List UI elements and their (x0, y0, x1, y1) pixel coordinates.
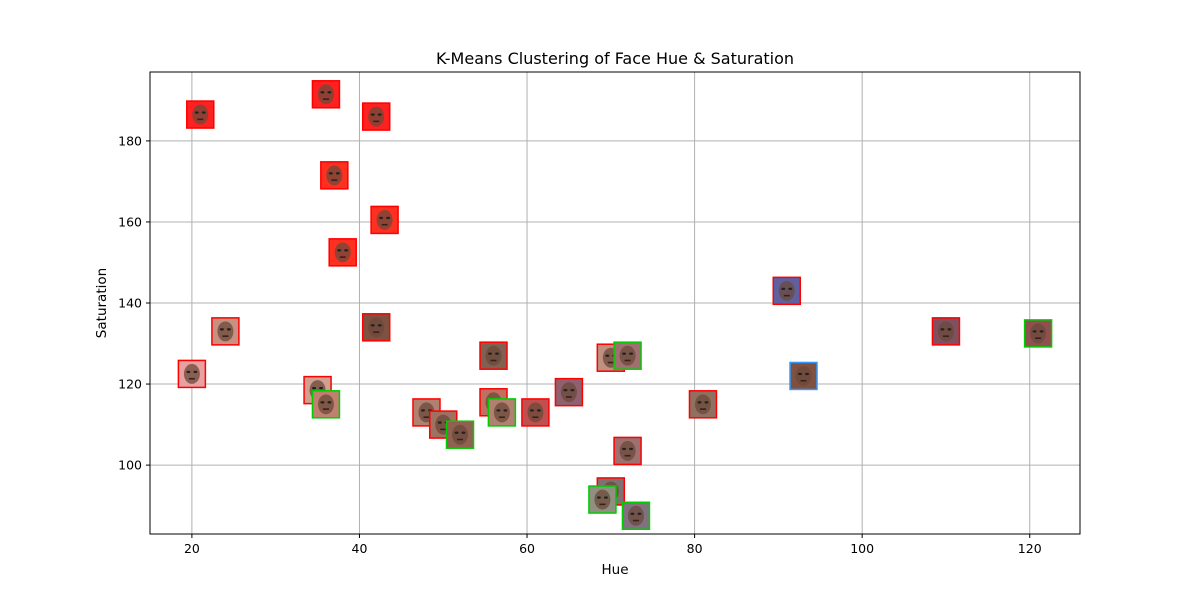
face-thumbnail-point (621, 501, 651, 531)
y-axis-label: Saturation (94, 268, 110, 338)
face-thumbnail-point (613, 341, 642, 370)
face-thumbnail-point (554, 377, 584, 407)
axis-ticks: 20 40 60 80 100 120 100 120 140 160 180 (118, 133, 1042, 556)
face-thumbnail-point (789, 361, 818, 391)
face-markers (177, 80, 1053, 531)
y-tick-label: 120 (118, 377, 142, 392)
face-thumbnail-point (445, 420, 475, 449)
face-thumbnail-point (370, 205, 399, 235)
y-tick-label: 160 (118, 214, 142, 229)
x-tick-label: 40 (352, 541, 368, 556)
face-thumbnail-point (186, 100, 215, 129)
face-thumbnail-point (361, 313, 391, 342)
face-thumbnail-point (320, 161, 349, 190)
y-tick-label: 140 (118, 296, 142, 311)
face-thumbnail-point (311, 80, 341, 109)
x-tick-label: 80 (687, 541, 703, 556)
face-thumbnail-point (1023, 319, 1053, 348)
face-thumbnail-point (479, 341, 508, 370)
face-thumbnail-point (772, 276, 802, 306)
face-thumbnail-point (177, 359, 207, 389)
x-tick-label: 100 (850, 541, 874, 556)
face-thumbnail-point (931, 317, 961, 346)
x-tick-label: 20 (184, 541, 200, 556)
face-thumbnail-point (311, 390, 341, 419)
y-tick-label: 180 (118, 133, 142, 148)
face-thumbnail-point (487, 398, 517, 427)
face-thumbnail-point (688, 390, 718, 419)
x-tick-label: 60 (519, 541, 535, 556)
face-thumbnail-point (328, 238, 357, 267)
chart-title: K-Means Clustering of Face Hue & Saturat… (436, 49, 794, 68)
face-thumbnail-point (361, 102, 391, 131)
y-tick-label: 100 (118, 458, 142, 473)
face-thumbnail-point (211, 317, 240, 346)
face-thumbnail-point (521, 398, 550, 427)
face-thumbnail-point (613, 436, 642, 466)
x-axis-label: Hue (601, 562, 628, 578)
x-tick-label: 120 (1018, 541, 1042, 556)
face-thumbnail-point (588, 485, 617, 514)
